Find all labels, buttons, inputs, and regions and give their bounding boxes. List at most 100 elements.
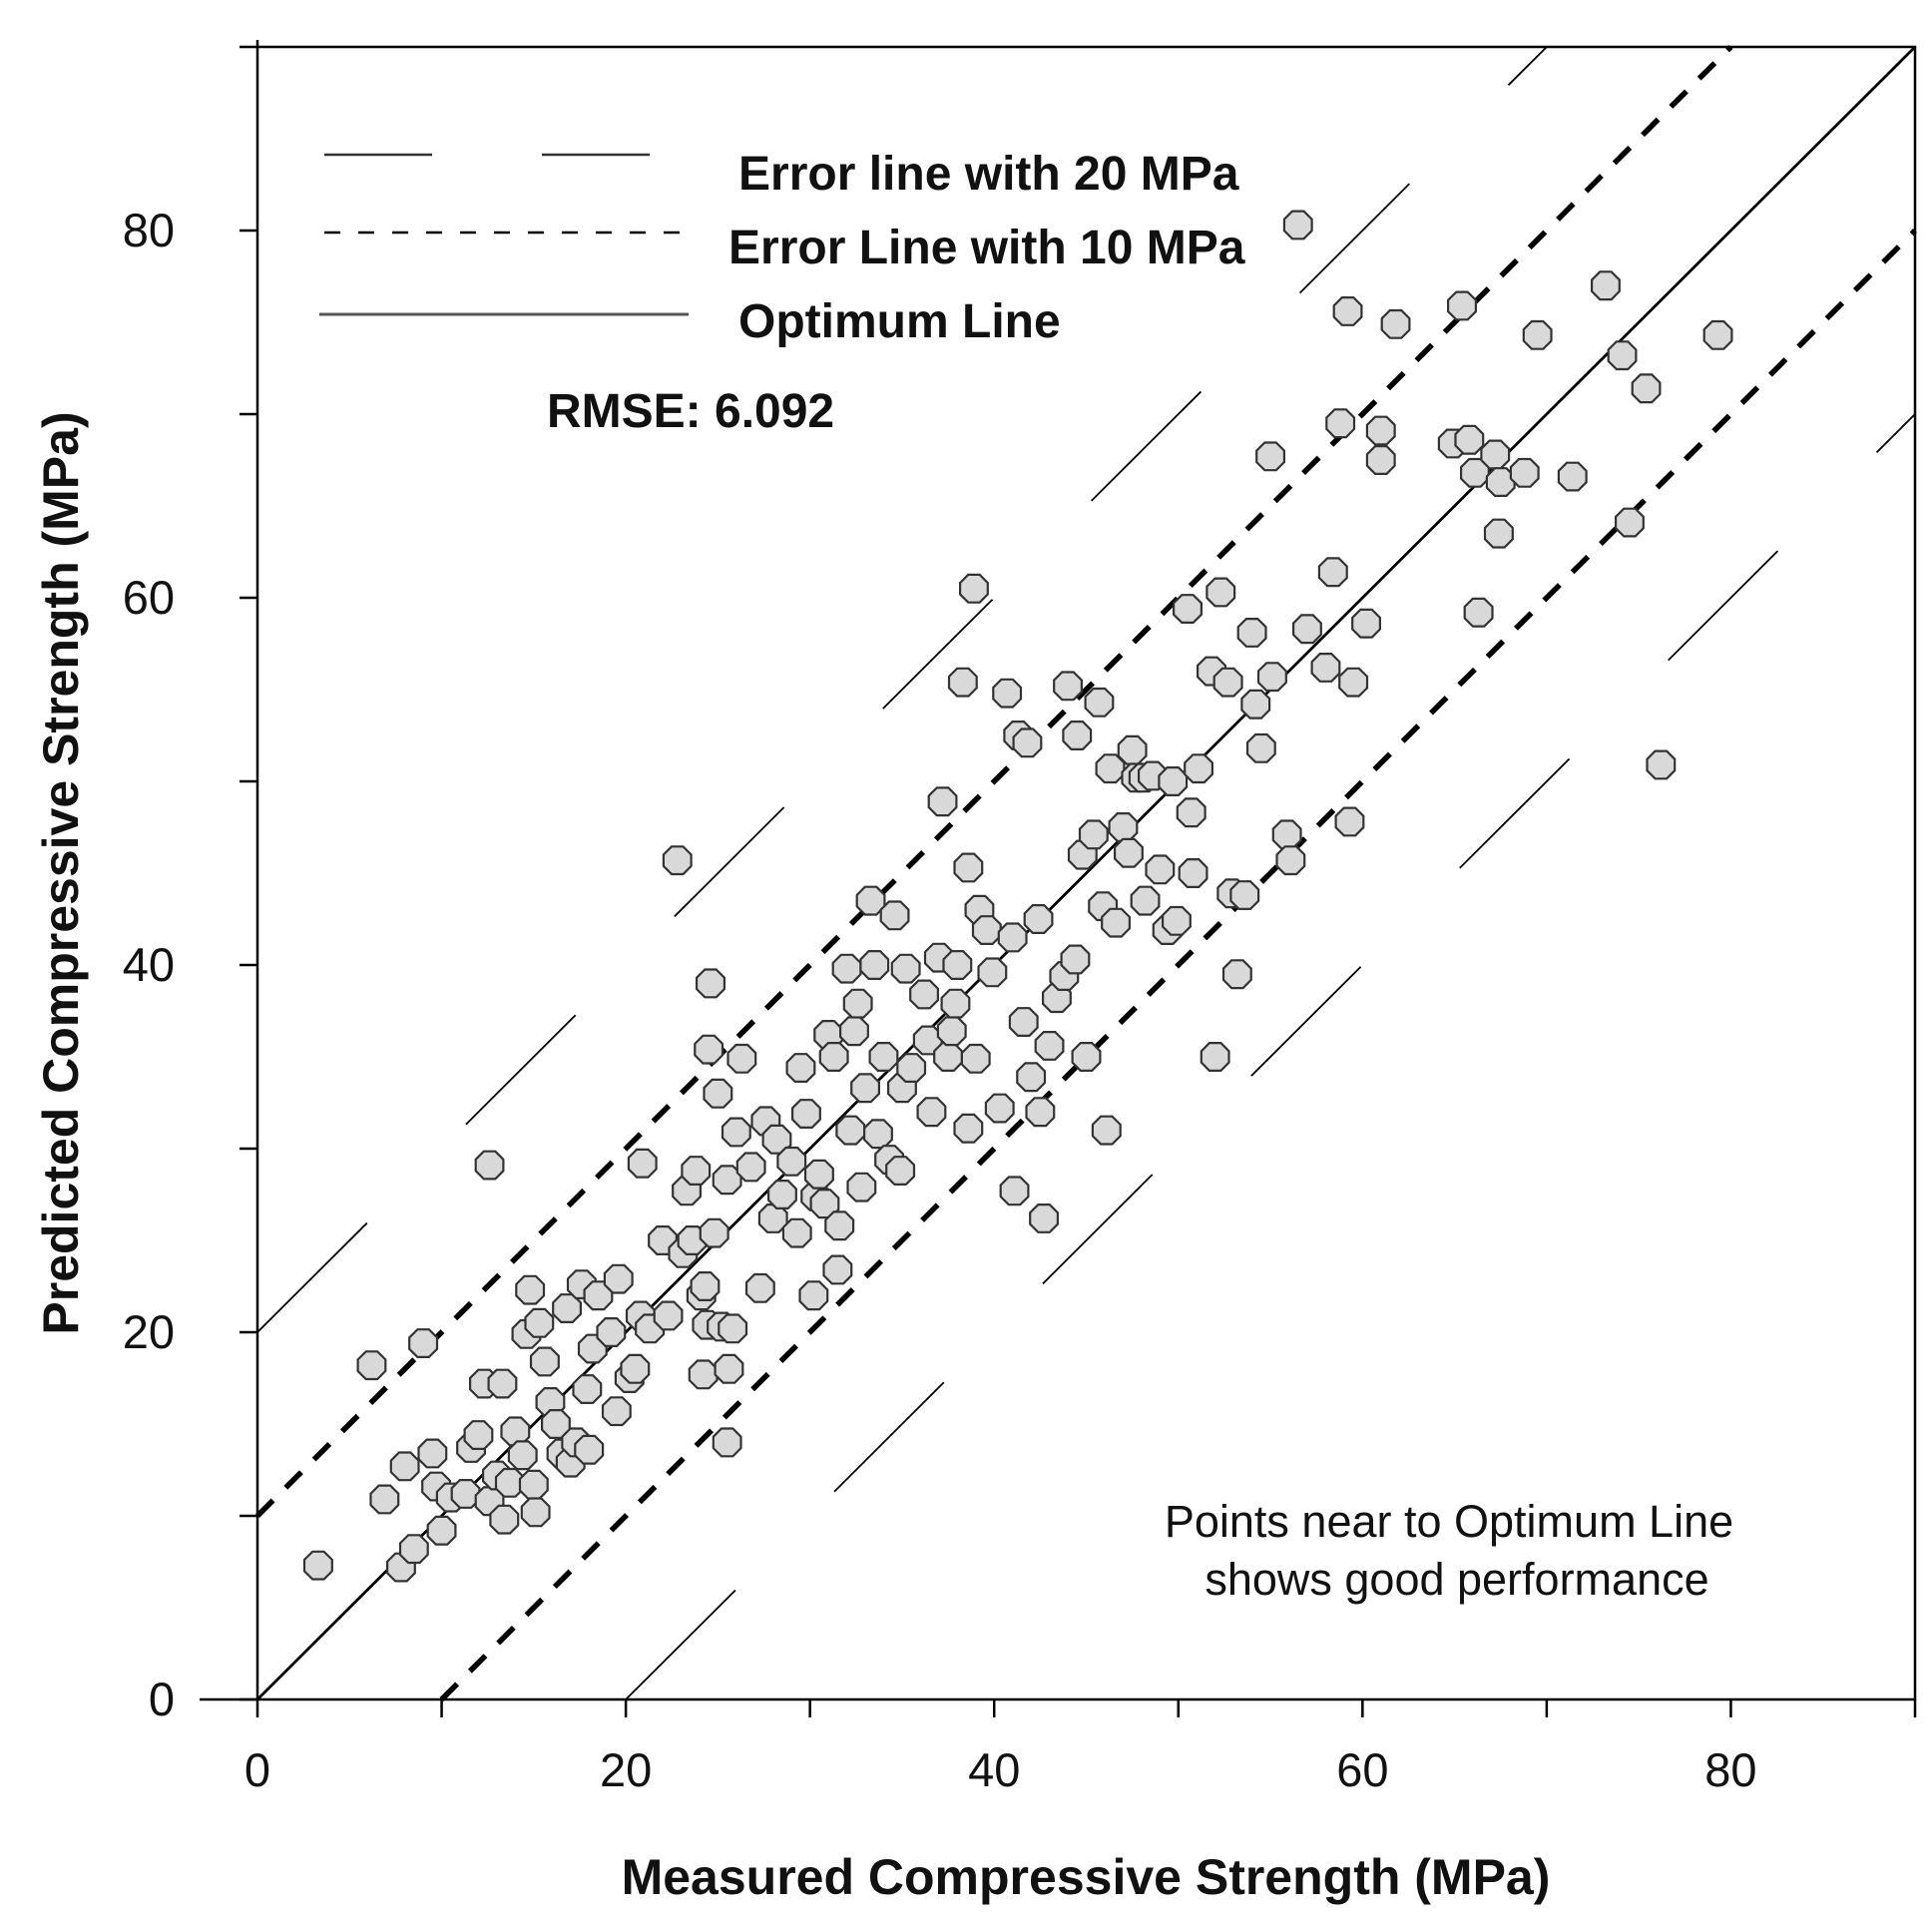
data-point bbox=[627, 1148, 658, 1179]
data-point bbox=[398, 1534, 429, 1565]
data-point bbox=[1091, 1115, 1122, 1146]
data-point bbox=[487, 1368, 518, 1399]
upper-error-line-20 bbox=[256, 46, 1548, 1333]
data-point bbox=[690, 1270, 721, 1302]
data-point bbox=[1060, 944, 1091, 975]
data-point bbox=[601, 1396, 632, 1427]
data-point bbox=[718, 1313, 748, 1344]
data-point bbox=[1607, 340, 1638, 371]
axes-layer: 0 20 40 60 80 0 20 40 60 80 bbox=[123, 40, 1917, 1796]
data-point bbox=[798, 1280, 829, 1311]
data-point bbox=[688, 1359, 719, 1390]
data-point bbox=[766, 1179, 797, 1210]
data-point bbox=[846, 1172, 877, 1203]
data-point bbox=[1351, 608, 1382, 639]
data-point bbox=[1480, 439, 1511, 470]
data-point bbox=[818, 1041, 849, 1073]
data-point bbox=[885, 1156, 916, 1187]
data-point bbox=[1012, 727, 1043, 758]
lower-error-line-20 bbox=[625, 413, 1916, 1700]
data-point bbox=[831, 953, 862, 984]
reference-lines-layer bbox=[255, 45, 1917, 1701]
x-axis-title: Measured Compressive Strength (MPa) bbox=[622, 1849, 1551, 1905]
data-point bbox=[1212, 667, 1243, 698]
data-point bbox=[1221, 959, 1252, 990]
data-point bbox=[1557, 461, 1588, 492]
data-point bbox=[1614, 507, 1645, 538]
data-point bbox=[850, 1073, 881, 1104]
data-point bbox=[1646, 749, 1677, 780]
data-point bbox=[947, 667, 978, 698]
data-point bbox=[971, 915, 1002, 946]
data-point bbox=[1008, 1007, 1039, 1038]
data-point bbox=[953, 852, 984, 883]
plot-frame bbox=[255, 45, 1917, 1701]
data-point bbox=[1380, 308, 1411, 339]
data-point bbox=[735, 1152, 766, 1183]
data-point bbox=[1178, 857, 1208, 889]
data-point bbox=[1034, 1030, 1065, 1061]
data-point bbox=[1522, 319, 1553, 350]
data-point bbox=[726, 1043, 757, 1074]
data-point bbox=[1255, 441, 1286, 472]
data-point bbox=[744, 1272, 775, 1303]
data-point bbox=[529, 1346, 560, 1377]
data-point bbox=[1463, 597, 1494, 628]
data-point bbox=[1016, 1062, 1047, 1093]
data-point bbox=[369, 1484, 400, 1515]
upper-error-line-10 bbox=[255, 45, 1733, 1518]
data-point bbox=[694, 1034, 724, 1065]
data-point bbox=[1590, 270, 1621, 301]
data-point bbox=[909, 979, 940, 1010]
data-point bbox=[712, 1427, 742, 1458]
data-point bbox=[942, 949, 973, 981]
data-point bbox=[603, 1263, 634, 1294]
data-point bbox=[977, 957, 1008, 988]
data-point bbox=[1256, 662, 1287, 693]
data-point bbox=[896, 1053, 927, 1084]
data-point bbox=[515, 1274, 546, 1305]
data-point bbox=[1334, 806, 1365, 837]
data-point bbox=[1108, 811, 1139, 843]
data-point bbox=[984, 1093, 1015, 1124]
data-point bbox=[408, 1328, 439, 1359]
data-points-layer bbox=[302, 210, 1733, 1583]
data-point bbox=[450, 1478, 481, 1509]
data-point bbox=[426, 1515, 457, 1546]
data-point bbox=[714, 1353, 744, 1384]
data-point bbox=[1271, 819, 1302, 850]
data-point bbox=[803, 1159, 834, 1190]
data-point bbox=[356, 1350, 387, 1381]
x-tick-label: 20 bbox=[600, 1743, 652, 1796]
data-point bbox=[1483, 518, 1514, 549]
x-tick-label: 0 bbox=[244, 1743, 270, 1796]
data-point bbox=[552, 1293, 583, 1324]
data-point bbox=[859, 949, 890, 981]
data-point bbox=[681, 1156, 712, 1187]
data-point bbox=[890, 953, 921, 984]
legend-label-error-10: Error Line with 10 MPa bbox=[728, 222, 1245, 274]
data-point bbox=[1245, 732, 1276, 763]
data-point bbox=[1275, 845, 1306, 876]
data-point bbox=[1236, 617, 1267, 648]
data-point bbox=[960, 1043, 991, 1074]
data-point bbox=[1446, 290, 1478, 321]
data-point bbox=[1023, 903, 1054, 935]
data-point bbox=[572, 1374, 603, 1405]
data-point bbox=[1078, 819, 1109, 850]
data-point bbox=[302, 1550, 333, 1581]
data-point bbox=[417, 1438, 448, 1469]
data-point bbox=[862, 1119, 893, 1150]
data-point bbox=[596, 1316, 627, 1348]
data-point bbox=[1325, 408, 1356, 439]
data-point bbox=[822, 1254, 853, 1285]
x-tick-label: 40 bbox=[968, 1743, 1020, 1796]
data-point bbox=[1117, 734, 1148, 765]
data-point bbox=[703, 1078, 733, 1109]
data-point bbox=[1200, 1041, 1230, 1073]
data-point bbox=[790, 1099, 821, 1130]
data-point bbox=[1130, 885, 1161, 916]
y-tick-label: 20 bbox=[123, 1305, 175, 1358]
data-point bbox=[1113, 837, 1144, 868]
